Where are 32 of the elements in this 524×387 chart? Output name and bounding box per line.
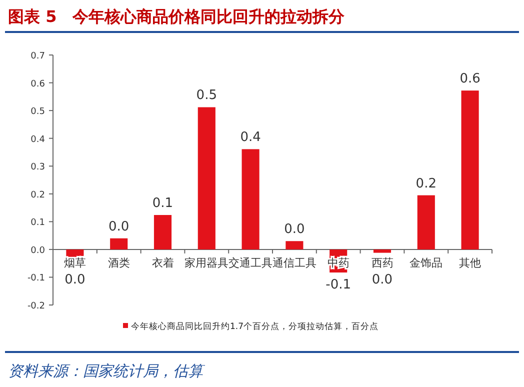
y-tick-label: 0.7 [30, 52, 45, 62]
title: 图表 5 今年核心商品价格同比回升的拉动拆分 [8, 7, 345, 26]
x-tick-label: 烟草 [64, 256, 86, 270]
x-tick-label: 通信工具 [272, 256, 316, 270]
x-tick-label: 酒类 [108, 256, 130, 270]
text: 资料来源：国家统计局，估算 [8, 362, 206, 380]
data-label: 0.6 [460, 72, 480, 87]
y-tick-label: 0.4 [30, 134, 46, 145]
data-label: -0.1 [326, 278, 352, 292]
y-tick-label: 0.1 [30, 218, 45, 228]
x-tick-label: 交通工具 [228, 256, 273, 270]
data-label: 0.0 [108, 219, 130, 234]
y-tick-label: -0.2 [27, 302, 45, 312]
data-label: 0.0 [64, 272, 86, 288]
x-tick-label: 西药 [371, 256, 394, 270]
y-tick-label: 0.3 [30, 162, 45, 173]
data-label: 0.5 [196, 88, 217, 104]
y-tick-label: 0.5 [30, 107, 45, 118]
x-tick-label: 其他 [459, 256, 482, 270]
y-tick-label: 0.0 [30, 246, 46, 256]
data-label: 0.0 [284, 222, 305, 238]
data-label: 0.1 [152, 196, 174, 211]
y-tick-label: 0.2 [30, 190, 45, 200]
y-tick-label: 0.6 [30, 79, 46, 90]
data-label: 0.0 [372, 272, 393, 288]
x-tick-label: 金饰品 [410, 256, 443, 270]
x-tick-label: 衣着 [152, 256, 174, 270]
data-label: 0.2 [416, 176, 436, 192]
y-tick-label: -0.1 [27, 274, 45, 284]
legend-label: 今年核心商品同比回升约1.7个百分点，分项拉动估算，百分点 [131, 321, 379, 332]
data-label: 0.4 [240, 130, 261, 146]
x-tick-label: 家用器具 [184, 256, 229, 270]
